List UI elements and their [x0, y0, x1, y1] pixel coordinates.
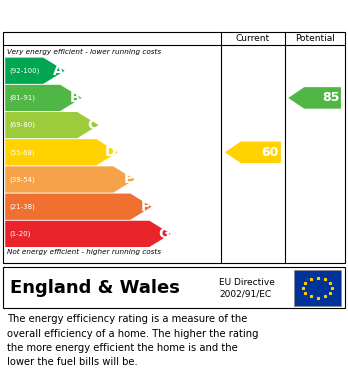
- Text: A: A: [53, 64, 64, 78]
- Text: EU Directive: EU Directive: [219, 278, 275, 287]
- Polygon shape: [5, 139, 118, 165]
- Polygon shape: [288, 87, 341, 109]
- Text: The energy efficiency rating is a measure of the
overall efficiency of a home. T: The energy efficiency rating is a measur…: [7, 314, 259, 367]
- Text: (81-91): (81-91): [9, 95, 35, 101]
- Text: (21-38): (21-38): [9, 203, 35, 210]
- Polygon shape: [5, 112, 98, 138]
- Text: F: F: [141, 200, 151, 214]
- Text: (1-20): (1-20): [9, 231, 31, 237]
- Text: 2002/91/EC: 2002/91/EC: [219, 290, 271, 299]
- Polygon shape: [5, 194, 152, 220]
- Text: (92-100): (92-100): [9, 68, 40, 74]
- Text: D: D: [105, 145, 117, 159]
- Text: 85: 85: [322, 91, 339, 104]
- Polygon shape: [5, 57, 65, 84]
- Text: C: C: [87, 118, 97, 132]
- Text: (55-68): (55-68): [9, 149, 35, 156]
- Polygon shape: [5, 221, 171, 247]
- Text: E: E: [124, 172, 134, 187]
- Text: Very energy efficient - lower running costs: Very energy efficient - lower running co…: [7, 49, 161, 56]
- Text: England & Wales: England & Wales: [10, 278, 180, 297]
- Text: Current: Current: [236, 34, 270, 43]
- Text: Potential: Potential: [295, 34, 334, 43]
- Text: G: G: [158, 227, 170, 241]
- Bar: [294, 270, 341, 305]
- Text: B: B: [70, 91, 81, 105]
- Polygon shape: [5, 166, 135, 193]
- Polygon shape: [5, 85, 82, 111]
- Text: Not energy efficient - higher running costs: Not energy efficient - higher running co…: [7, 249, 161, 255]
- Text: (39-54): (39-54): [9, 176, 35, 183]
- Polygon shape: [225, 142, 281, 163]
- Text: Energy Efficiency Rating: Energy Efficiency Rating: [69, 7, 279, 23]
- Text: (69-80): (69-80): [9, 122, 35, 128]
- Text: 60: 60: [262, 146, 279, 159]
